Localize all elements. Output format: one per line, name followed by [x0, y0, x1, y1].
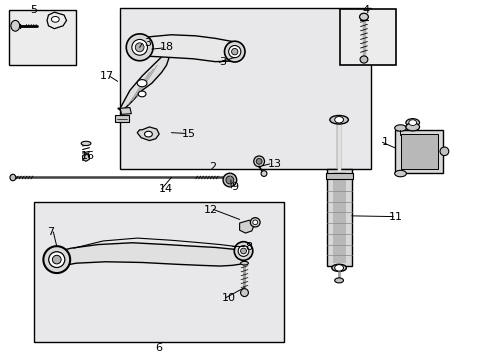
Polygon shape	[118, 54, 168, 110]
Polygon shape	[57, 243, 244, 267]
Ellipse shape	[329, 116, 347, 124]
Text: 4: 4	[362, 5, 369, 15]
Ellipse shape	[261, 171, 266, 176]
Ellipse shape	[49, 252, 65, 267]
Ellipse shape	[223, 173, 236, 187]
Ellipse shape	[334, 278, 343, 283]
Text: 17: 17	[100, 71, 114, 81]
Ellipse shape	[405, 123, 419, 131]
Bar	[9, 10, 76, 65]
Ellipse shape	[225, 176, 233, 184]
Text: 10: 10	[222, 293, 235, 303]
Text: 2: 2	[209, 162, 216, 172]
Text: 13: 13	[267, 159, 281, 169]
Text: 9: 9	[231, 182, 238, 192]
Text: 11: 11	[388, 212, 402, 221]
Ellipse shape	[135, 43, 144, 52]
Text: 8: 8	[244, 242, 251, 252]
Ellipse shape	[132, 40, 147, 55]
Ellipse shape	[224, 41, 244, 62]
Text: 16: 16	[81, 151, 94, 161]
Ellipse shape	[331, 264, 346, 271]
Circle shape	[138, 91, 146, 97]
Ellipse shape	[250, 218, 260, 227]
Ellipse shape	[43, 246, 70, 273]
Polygon shape	[120, 108, 131, 114]
Circle shape	[334, 117, 343, 123]
Text: 15: 15	[181, 129, 195, 139]
Circle shape	[137, 80, 147, 87]
Ellipse shape	[52, 255, 61, 264]
Bar	[400, 134, 437, 168]
Ellipse shape	[439, 147, 448, 156]
Circle shape	[144, 131, 152, 137]
Text: 18: 18	[159, 42, 173, 51]
Text: 1: 1	[381, 138, 387, 147]
Ellipse shape	[256, 158, 262, 164]
Bar	[394, 130, 443, 173]
Ellipse shape	[234, 242, 252, 260]
Bar	[339, 9, 395, 65]
Text: 3: 3	[144, 38, 151, 48]
Text: 5: 5	[30, 5, 37, 15]
Ellipse shape	[252, 220, 257, 225]
Ellipse shape	[359, 56, 367, 63]
Bar	[326, 173, 352, 179]
Text: 6: 6	[155, 343, 163, 353]
Ellipse shape	[126, 34, 153, 61]
Ellipse shape	[231, 48, 238, 55]
Polygon shape	[140, 35, 234, 62]
Bar	[332, 172, 345, 263]
Bar	[34, 202, 283, 342]
Polygon shape	[82, 153, 89, 161]
Circle shape	[334, 265, 343, 271]
Circle shape	[408, 120, 416, 126]
Ellipse shape	[253, 156, 264, 167]
Ellipse shape	[240, 248, 246, 254]
Ellipse shape	[81, 141, 91, 145]
Polygon shape	[239, 220, 254, 233]
Ellipse shape	[359, 13, 367, 21]
Circle shape	[51, 17, 59, 22]
Ellipse shape	[10, 174, 16, 181]
Ellipse shape	[405, 119, 419, 127]
Polygon shape	[137, 127, 159, 140]
Ellipse shape	[240, 289, 248, 297]
Ellipse shape	[11, 21, 20, 31]
Bar	[327, 169, 351, 266]
Text: 14: 14	[158, 184, 172, 194]
Ellipse shape	[228, 45, 241, 58]
Ellipse shape	[394, 170, 406, 177]
Ellipse shape	[238, 246, 248, 256]
Text: 12: 12	[204, 206, 218, 216]
Bar	[115, 116, 129, 122]
Text: 3: 3	[219, 57, 225, 67]
Bar	[120, 8, 370, 169]
Text: 7: 7	[47, 227, 54, 237]
Ellipse shape	[394, 125, 406, 131]
Ellipse shape	[240, 261, 248, 265]
